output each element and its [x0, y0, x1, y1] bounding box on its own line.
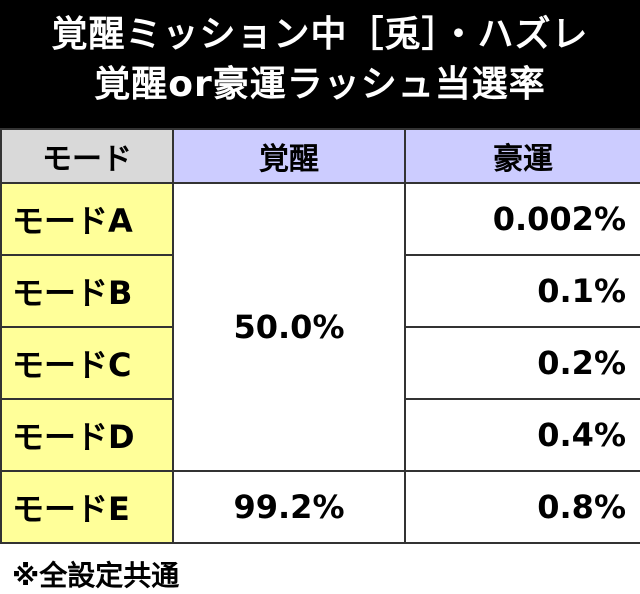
header-row: モード 覚醒 豪運 — [0, 128, 640, 184]
note: ※全設定共通 — [12, 559, 180, 592]
mode-cell: モードD — [0, 398, 174, 472]
luck-cell: 0.2% — [404, 326, 640, 400]
mode-cell: モードC — [0, 326, 174, 400]
header-cell: モード — [0, 128, 174, 184]
luck-cell: 0.8% — [404, 470, 640, 544]
header-cell: 豪運 — [404, 128, 640, 184]
title-line: 覚醒ミッション中［兎］・ハズレ — [51, 14, 589, 55]
luck-cell: 0.4% — [404, 398, 640, 472]
table-row: モードD 0.4% — [0, 398, 640, 472]
mode-cell: モードA — [0, 182, 174, 256]
title-line: 覚醒or豪運ラッシュ当選率 — [94, 64, 546, 105]
awakening-cell: 50.0% — [172, 182, 406, 472]
table-row: モードB 0.1% — [0, 254, 640, 328]
awakening-cell: 99.2% — [172, 470, 406, 544]
mode-cell: モードE — [0, 470, 174, 544]
luck-cell: 0.1% — [404, 254, 640, 328]
luck-cell: 0.002% — [404, 182, 640, 256]
mode-cell: モードB — [0, 254, 174, 328]
table-row: モードA 50.0% 0.002% — [0, 182, 640, 472]
header-cell: 覚醒 — [172, 128, 406, 184]
rate-table: モード 覚醒 豪運 モードA 50.0% 0.002% モードB 0.1% モードC 0.2… — [0, 128, 640, 544]
table-row: モードE 99.2% 0.8% — [0, 470, 640, 544]
table-row: モードC 0.2% — [0, 326, 640, 400]
header: 覚醒ミッション中［兎］・ハズレ 覚醒or豪運ラッシュ当選率 — [0, 0, 640, 128]
